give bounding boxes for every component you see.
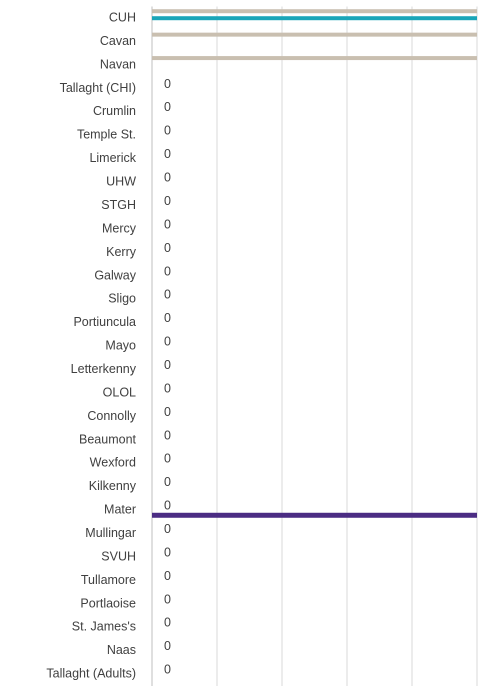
data-label: 0: [164, 428, 171, 442]
y-tick-label: Cavan: [100, 34, 136, 48]
data-label: 0: [164, 147, 171, 161]
y-tick-label: Beaumont: [79, 432, 137, 446]
data-label: 0: [164, 241, 171, 255]
data-label: 0: [164, 335, 171, 349]
y-tick-label: Temple St.: [77, 128, 136, 142]
y-tick-label: Tallaght (Adults): [46, 667, 136, 681]
y-tick-label: Tallaght (CHI): [60, 81, 136, 95]
bar: [152, 512, 477, 518]
data-label: 0: [164, 522, 171, 536]
y-tick-label: Connolly: [87, 409, 136, 423]
y-tick-label: Portlaoise: [80, 596, 136, 610]
data-label: 0: [164, 639, 171, 653]
y-tick-label: Crumlin: [93, 104, 136, 118]
y-tick-label: Wexford: [90, 456, 136, 470]
data-label: 0: [164, 616, 171, 630]
data-label: 0: [164, 663, 171, 677]
y-tick-label: Mayo: [105, 339, 136, 353]
data-label: 0: [164, 545, 171, 559]
y-tick-label: UHW: [106, 175, 136, 189]
y-tick-label: St. James's: [72, 620, 136, 634]
data-label: 0: [164, 475, 171, 489]
bar: [152, 16, 477, 21]
data-label: 0: [164, 194, 171, 208]
bar: [152, 32, 477, 37]
data-label: 0: [164, 452, 171, 466]
y-tick-label: Naas: [107, 643, 136, 657]
data-label: 0: [164, 171, 171, 185]
y-tick-label: Limerick: [89, 151, 136, 165]
data-label: 0: [164, 217, 171, 231]
y-tick-label: Letterkenny: [71, 362, 137, 376]
bar: [152, 9, 477, 14]
y-tick-label: Kilkenny: [89, 479, 137, 493]
data-label: 0: [164, 569, 171, 583]
data-label: 0: [164, 592, 171, 606]
data-label: 0: [164, 311, 171, 325]
y-tick-label: Tullamore: [81, 573, 136, 587]
data-label: 0: [164, 288, 171, 302]
bar: [152, 56, 477, 61]
y-tick-label: STGH: [101, 198, 136, 212]
data-label: 0: [164, 100, 171, 114]
data-label: 0: [164, 499, 171, 513]
data-label: 0: [164, 124, 171, 138]
y-tick-label: Navan: [100, 57, 136, 71]
y-tick-label: Galway: [94, 268, 136, 282]
y-tick-label: Mullingar: [85, 526, 136, 540]
data-label: 0: [164, 381, 171, 395]
data-label: 0: [164, 358, 171, 372]
y-tick-label: CUH: [109, 11, 136, 25]
data-label: 0: [164, 77, 171, 91]
data-label: 0: [164, 264, 171, 278]
y-tick-label: OLOL: [103, 385, 136, 399]
y-tick-label: Portiuncula: [73, 315, 136, 329]
y-tick-label: Kerry: [106, 245, 137, 259]
y-tick-label: Mater: [104, 503, 136, 517]
data-label: 0: [164, 405, 171, 419]
y-tick-label: Mercy: [102, 221, 137, 235]
y-tick-label: SVUH: [101, 549, 136, 563]
y-tick-label: Sligo: [108, 292, 136, 306]
